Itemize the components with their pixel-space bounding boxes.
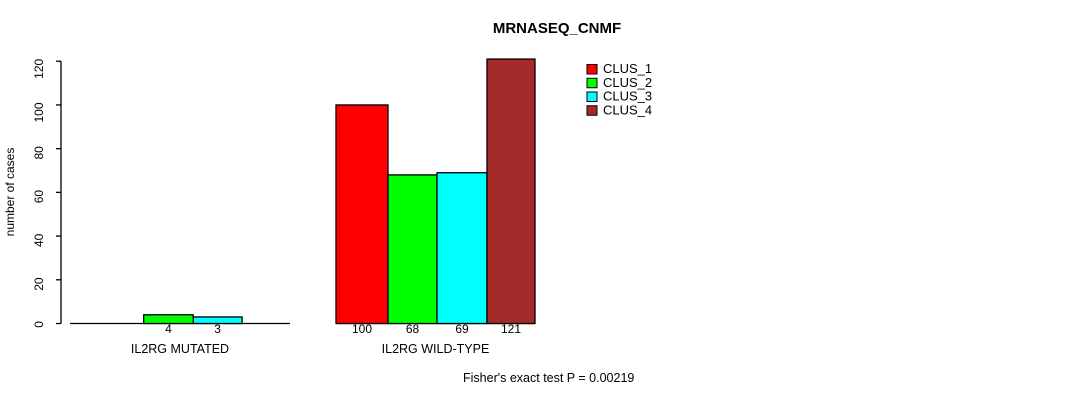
svg-text:68: 68 bbox=[406, 322, 420, 336]
svg-text:40: 40 bbox=[32, 233, 46, 247]
svg-text:IL2RG WILD-TYPE: IL2RG WILD-TYPE bbox=[382, 342, 490, 356]
svg-text:CLUS_2: CLUS_2 bbox=[603, 75, 652, 90]
svg-text:100: 100 bbox=[32, 102, 46, 122]
svg-text:60: 60 bbox=[32, 190, 46, 204]
svg-text:CLUS_1: CLUS_1 bbox=[603, 61, 652, 76]
svg-text:20: 20 bbox=[32, 277, 46, 291]
svg-text:0: 0 bbox=[32, 321, 46, 328]
svg-text:100: 100 bbox=[352, 322, 372, 336]
svg-text:CLUS_3: CLUS_3 bbox=[603, 89, 652, 104]
svg-text:Fisher's exact test P = 0.0021: Fisher's exact test P = 0.00219 bbox=[463, 371, 634, 385]
svg-text:number of cases: number of cases bbox=[3, 148, 17, 237]
svg-text:69: 69 bbox=[455, 322, 469, 336]
svg-text:MRNASEQ_CNMF: MRNASEQ_CNMF bbox=[493, 20, 621, 37]
svg-text:120: 120 bbox=[32, 58, 46, 78]
svg-text:IL2RG MUTATED: IL2RG MUTATED bbox=[131, 342, 229, 356]
svg-text:121: 121 bbox=[501, 322, 521, 336]
svg-text:4: 4 bbox=[165, 322, 172, 336]
svg-text:3: 3 bbox=[214, 322, 221, 336]
svg-text:80: 80 bbox=[32, 146, 46, 160]
svg-text:CLUS_4: CLUS_4 bbox=[603, 102, 652, 117]
